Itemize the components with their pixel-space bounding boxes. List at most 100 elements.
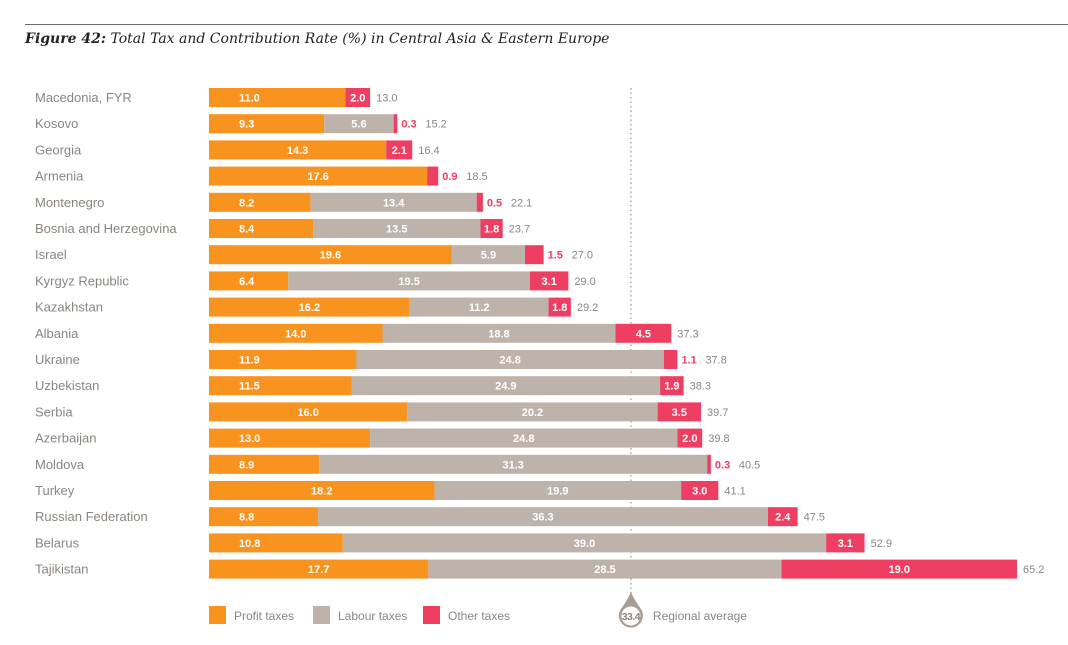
bar-row: 8.4 13.5 1.8 23.7 (209, 219, 530, 238)
other-taxes-segment (767, 507, 798, 527)
profit-taxes-segment (209, 245, 452, 265)
bar-row: 14.3 2.1 16.4 (209, 140, 440, 160)
profit-taxes-value-label: 14.0 (285, 328, 306, 340)
category-label: Armenia (35, 169, 84, 184)
other-taxes-segment (427, 166, 439, 186)
other-taxes-segment (393, 114, 398, 134)
regional-average-label: Regional average (653, 609, 747, 623)
profit-taxes-segment (209, 271, 289, 291)
legend-label: Other taxes (448, 609, 510, 623)
total-value-label: 47.5 (804, 512, 825, 524)
profit-taxes-segment (209, 114, 325, 134)
other-taxes-value-label: 2.0 (350, 93, 365, 105)
total-value-label: 23.7 (509, 224, 530, 236)
figure-number: Figure 42: (25, 31, 107, 47)
category-label: Serbia (35, 404, 73, 419)
profit-taxes-segment (209, 454, 320, 474)
legend-swatch (423, 606, 440, 624)
category-label: Kazakhstan (35, 300, 103, 315)
labour-taxes-segment (310, 192, 477, 212)
profit-taxes-value-label: 8.8 (239, 512, 254, 524)
bar-row: 16.0 20.2 3.5 39.7 (209, 402, 728, 422)
other-taxes-value-label: 1.8 (552, 302, 567, 314)
other-taxes-value-label: 0.5 (487, 197, 502, 209)
total-value-label: 15.2 (425, 119, 446, 131)
other-taxes-segment (345, 88, 371, 107)
other-taxes-value-label: 2.4 (775, 512, 791, 524)
other-taxes-segment (677, 428, 703, 448)
profit-taxes-segment (209, 428, 371, 448)
profit-taxes-value-label: 13.0 (239, 433, 260, 445)
other-taxes-segment (660, 376, 684, 396)
profit-taxes-value-label: 9.3 (239, 119, 254, 131)
bar-row: 6.4 19.5 3.1 29.0 (209, 271, 596, 291)
other-taxes-segment (480, 219, 503, 238)
category-label: Tajikistan (35, 562, 88, 577)
other-taxes-segment (657, 402, 701, 422)
labour-taxes-segment (409, 297, 549, 317)
labour-taxes-segment (428, 559, 782, 579)
other-taxes-value-label: 4.5 (636, 328, 651, 340)
other-taxes-segment (826, 533, 865, 553)
total-value-label: 13.0 (376, 93, 397, 105)
total-value-label: 39.8 (708, 433, 729, 445)
labour-taxes-segment (288, 271, 530, 291)
profit-taxes-segment (209, 323, 383, 343)
labour-taxes-segment (370, 428, 678, 448)
category-label: Albania (35, 326, 79, 341)
profit-taxes-value-label: 17.7 (308, 564, 329, 576)
labour-taxes-value-label: 19.5 (398, 276, 419, 288)
labour-taxes-value-label: 5.6 (351, 119, 366, 131)
labour-taxes-value-label: 39.0 (574, 538, 595, 550)
legend-swatch (313, 606, 330, 624)
category-label: Russian Federation (35, 509, 148, 524)
total-value-label: 52.9 (871, 538, 892, 550)
other-taxes-value-label: 1.1 (681, 355, 696, 367)
category-label: Uzbekistan (35, 378, 99, 393)
other-taxes-value-label: 3.1 (838, 538, 853, 550)
legend: 33.4 Regional average Profit taxes Labour t… (209, 592, 747, 628)
total-value-label: 22.1 (511, 197, 532, 209)
labour-taxes-value-label: 13.4 (383, 197, 405, 209)
profit-taxes-segment (209, 559, 429, 579)
regional-average-value: 33.4 (622, 611, 641, 623)
profit-taxes-value-label: 8.2 (239, 197, 254, 209)
labour-taxes-segment (356, 350, 664, 369)
legend-label: Labour taxes (338, 609, 407, 623)
profit-taxes-value-label: 11.5 (239, 381, 260, 393)
total-value-label: 37.8 (705, 355, 726, 367)
total-value-label: 29.0 (574, 276, 595, 288)
figure-title: Figure 42: Total Tax and Contribution Ra… (25, 31, 609, 47)
profit-taxes-value-label: 10.8 (239, 538, 260, 550)
labour-taxes-value-label: 24.9 (495, 381, 516, 393)
other-taxes-value-label: 2.1 (392, 145, 407, 157)
bar-row: 10.8 39.0 3.1 52.9 (209, 533, 892, 553)
profit-taxes-segment (209, 88, 346, 107)
other-taxes-segment (663, 350, 678, 369)
figure-title-text: Total Tax and Contribution Rate (%) in C… (110, 31, 610, 47)
profit-taxes-value-label: 17.6 (307, 171, 328, 183)
labour-taxes-segment (382, 323, 616, 343)
total-value-label: 16.4 (418, 145, 439, 157)
profit-taxes-segment (209, 481, 435, 500)
labour-taxes-value-label: 28.5 (594, 564, 615, 576)
labour-taxes-value-label: 5.9 (481, 250, 496, 262)
labour-taxes-value-label: 31.3 (503, 459, 524, 471)
other-taxes-segment (476, 192, 483, 212)
total-value-label: 40.5 (739, 459, 760, 471)
bar-row: 8.2 13.4 0.5 22.1 (209, 192, 532, 212)
other-taxes-value-label: 1.8 (484, 224, 499, 236)
bar-row: 18.2 19.9 3.0 41.1 (209, 481, 746, 500)
category-label: Montenegro (35, 195, 104, 210)
profit-taxes-segment (209, 192, 311, 212)
category-label: Moldova (35, 457, 85, 472)
profit-taxes-value-label: 11.9 (239, 355, 260, 367)
labour-taxes-segment (313, 219, 481, 238)
bar-row: 11.0 2.0 13.0 (209, 88, 398, 107)
total-value-label: 29.2 (577, 302, 598, 314)
total-value-label: 37.3 (677, 328, 698, 340)
bar-row: 16.2 11.2 1.8 29.2 (209, 297, 598, 317)
category-label: Azerbaijan (35, 431, 96, 446)
total-value-label: 18.5 (466, 171, 487, 183)
